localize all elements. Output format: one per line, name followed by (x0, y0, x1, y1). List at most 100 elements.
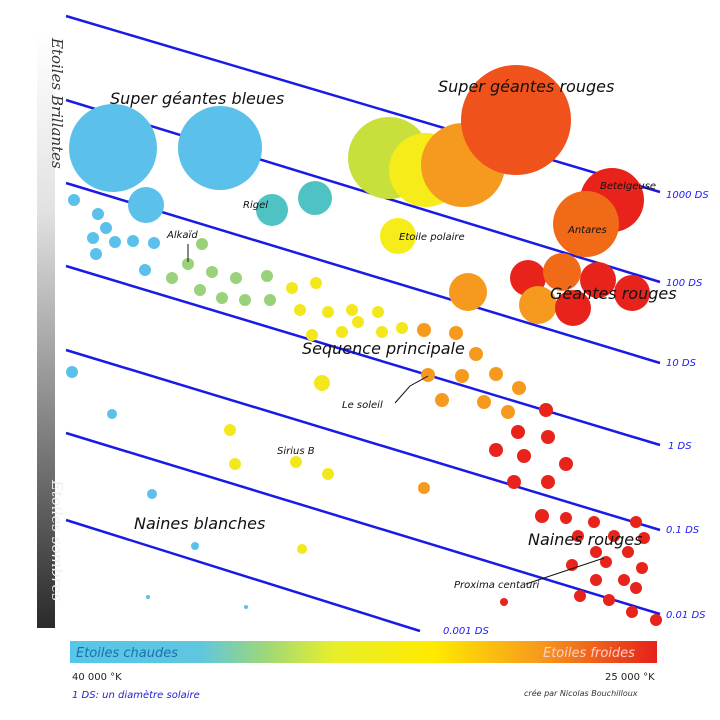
diameter-line-0-1 (65, 348, 661, 532)
yellow-star-dot (290, 456, 302, 468)
giant-star (449, 273, 487, 311)
main-sequence-and-dwarf-stars (66, 194, 662, 626)
orange-star-dot (435, 393, 449, 407)
red-dwarfs-label: Naines rouges (528, 530, 642, 549)
blue-star-dot (148, 237, 160, 249)
diameter-line-1000 (65, 14, 661, 194)
red-supergiants-label: Super géantes rouges (438, 77, 614, 96)
ds-label-0-1: 0.1 DS (666, 525, 700, 536)
ds-label-0-01: 0.01 DS (666, 610, 706, 621)
ds-label-1: 1 DS (668, 441, 692, 452)
orange-star-dot (469, 347, 483, 361)
blue-star-dot (146, 595, 150, 599)
author-credit: crée par Nicolas Bouchilloux (524, 688, 638, 698)
orange-star-dot (477, 395, 491, 409)
rigel-label: Rigel (243, 200, 268, 211)
blue-star-dot (139, 264, 151, 276)
yellow-star-dot (346, 304, 358, 316)
diameter-line-0-01 (65, 431, 661, 616)
blue-star-dot (107, 409, 117, 419)
rigel-star (256, 194, 288, 226)
yellow-star-dot (297, 544, 307, 554)
temperature-scale-bar (70, 641, 657, 663)
sun-label: Le soleil (342, 400, 383, 411)
alkaid-label: Alkaïd (166, 230, 198, 241)
red-star-dot (636, 562, 648, 574)
red-star-dot (535, 509, 549, 523)
green-star-dot (196, 238, 208, 250)
red-star-dot (626, 606, 638, 618)
red-star-dot (638, 532, 650, 544)
red-star-dot (511, 425, 525, 439)
red-star-dot (618, 574, 630, 586)
ds-label-0-001: 0.001 DS (443, 626, 490, 637)
orange-star-dot (455, 369, 469, 383)
ds-label-1000: 1000 DS (666, 190, 709, 201)
red-giants-label: Géantes rouges (550, 284, 677, 303)
green-star-dot (194, 284, 206, 296)
green-star-dot (182, 258, 194, 270)
orange-star-dot (501, 405, 515, 419)
red-star-dot (541, 430, 555, 444)
diameter-line-1 (65, 264, 661, 447)
giant-star (543, 253, 581, 291)
yellow-star-dot (336, 326, 348, 338)
yellow-star-dot (376, 326, 388, 338)
ds-footnote: 1 DS: un diamètre solaire (72, 689, 200, 701)
stars (69, 65, 650, 326)
antares-star (553, 191, 619, 257)
red-star-dot (603, 594, 615, 606)
yellow-star-dot (229, 458, 241, 470)
main-sequence-label: Sequence principale (302, 339, 465, 358)
blue-star-dot (87, 232, 99, 244)
red-star-dot (630, 516, 642, 528)
orange-star-dot (512, 381, 526, 395)
yellow-star-dot (322, 468, 334, 480)
yellow-star-dot (306, 329, 318, 341)
proxima-pointer (525, 557, 605, 585)
orange-star-dot (449, 326, 463, 340)
red-star-dot (590, 574, 602, 586)
red-star-dot (517, 449, 531, 463)
yellow-star-dot (224, 424, 236, 436)
red-star-dot (541, 475, 555, 489)
cold-stars-label: Etoiles froides (543, 646, 635, 661)
diameter-line-extra (65, 98, 661, 284)
teal-star (298, 181, 332, 215)
blue-star-dot (127, 235, 139, 247)
ds-label-10: 10 DS (666, 358, 697, 369)
luminosity-scale-bar (37, 32, 55, 628)
orange-star-dot (418, 482, 430, 494)
red-star-dot (600, 556, 612, 568)
green-star-dot (206, 266, 218, 278)
red-star-dot (559, 457, 573, 471)
blue-star-dot (109, 236, 121, 248)
red-star-dot (560, 512, 572, 524)
green-star-dot (239, 294, 251, 306)
yellow-star-dot (294, 304, 306, 316)
blue-star-dot (244, 605, 248, 609)
blue-star-dot (68, 194, 80, 206)
giant-star (580, 262, 616, 298)
blue-star-dot (92, 208, 104, 220)
bright-stars-label: Etoiles Brillantes (48, 37, 66, 169)
yellow-star-dot (286, 282, 298, 294)
yellow-star-dot (314, 375, 330, 391)
green-star-dot (216, 292, 228, 304)
proxima-label: Proxima centauri (454, 580, 539, 591)
red-star-dot (574, 590, 586, 602)
sirius-b-label: Sirius B (277, 446, 315, 457)
orange-star-dot (489, 367, 503, 381)
blue-star-dot (147, 489, 157, 499)
diameter-line-0-001 (65, 518, 421, 633)
green-star-dot (261, 270, 273, 282)
red-supergiant (461, 65, 571, 175)
cold-temperature-value: 25 000 °K (605, 672, 655, 683)
blue-star-dot (66, 366, 78, 378)
giant-star (555, 290, 591, 326)
polaris-label: Etoile polaire (399, 232, 465, 243)
orange-star-dot (421, 368, 435, 382)
giant-star (614, 275, 650, 311)
dim-stars-label: Etoiles sombres (48, 479, 66, 602)
yellow-star-dot (310, 277, 322, 289)
